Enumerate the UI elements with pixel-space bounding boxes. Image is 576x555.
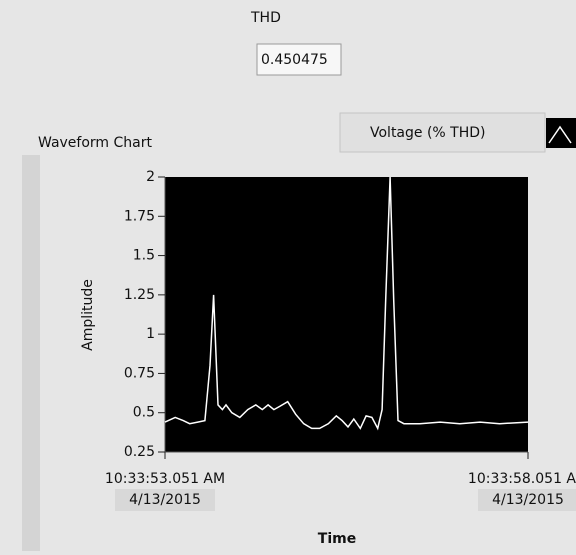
data-line — [164, 176, 529, 431]
x-tick-date-box — [478, 489, 576, 511]
y-axis-label: Amplitude — [80, 279, 96, 351]
y-tick-label: 0.75 — [124, 365, 155, 381]
legend-box[interactable] — [339, 112, 546, 153]
y-tick-label: 1 — [146, 326, 155, 342]
x-tick-label: 10:33:53.051 AM — [105, 471, 225, 487]
y-tick-label: 0.25 — [124, 444, 155, 460]
thd-label: THD — [250, 10, 281, 26]
y-tick-label: 1.5 — [133, 248, 155, 264]
y-tick-label: 2 — [146, 169, 155, 185]
thd-indicator — [256, 43, 342, 76]
y-tick-label: 1.75 — [124, 208, 155, 224]
thd-value: 0.450475 — [261, 52, 328, 68]
x-tick-date: 4/13/2015 — [492, 492, 564, 508]
chart-frame-strip — [22, 155, 40, 551]
legend-icon[interactable] — [546, 118, 576, 148]
x-tick-date-box — [115, 489, 215, 511]
legend-label: Voltage (% THD) — [370, 125, 486, 141]
x-axis-label: Time — [318, 531, 356, 547]
chart-title: Waveform Chart — [38, 135, 153, 151]
x-tick-date: 4/13/2015 — [129, 492, 201, 508]
x-tick-label: 10:33:58.051 AM — [468, 471, 576, 487]
y-tick-label: 0.5 — [133, 405, 155, 421]
y-tick-label: 1.25 — [124, 287, 155, 303]
plot-area — [165, 177, 528, 452]
thd-clip: 0.450475 — [261, 52, 328, 68]
legend-swatch — [548, 125, 572, 144]
